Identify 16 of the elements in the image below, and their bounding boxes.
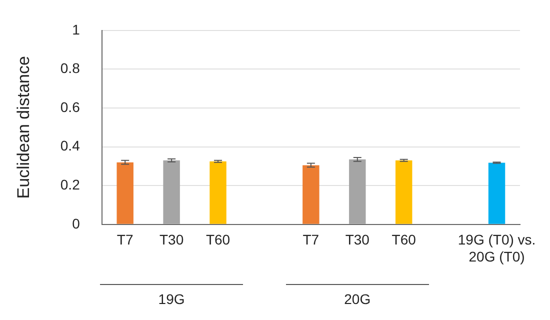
y-tick-label: 0.6 <box>60 98 80 115</box>
y-tick-label: 1 <box>72 21 80 38</box>
x-tick-label: T7 <box>302 232 320 248</box>
y-tick-label: 0.8 <box>60 60 80 76</box>
x-tick-label: T7 <box>116 232 134 248</box>
x-tick-label: T30 <box>345 232 370 248</box>
text: 20G <box>343 291 372 307</box>
x-tick-label: T60 <box>392 232 416 248</box>
y-tick-label: 0.2 <box>60 176 80 192</box>
x-tick-label: 19G (T0) vs. 20G (T0) <box>458 232 536 264</box>
x-tick-label: T30 <box>159 232 184 248</box>
y-tick-label: 0 <box>72 215 80 232</box>
x-tick-label: T60 <box>206 232 230 248</box>
y-axis-title: Euclidean distance <box>14 56 33 199</box>
text: 19G <box>157 291 186 307</box>
y-tick-label: 0.4 <box>60 138 80 154</box>
